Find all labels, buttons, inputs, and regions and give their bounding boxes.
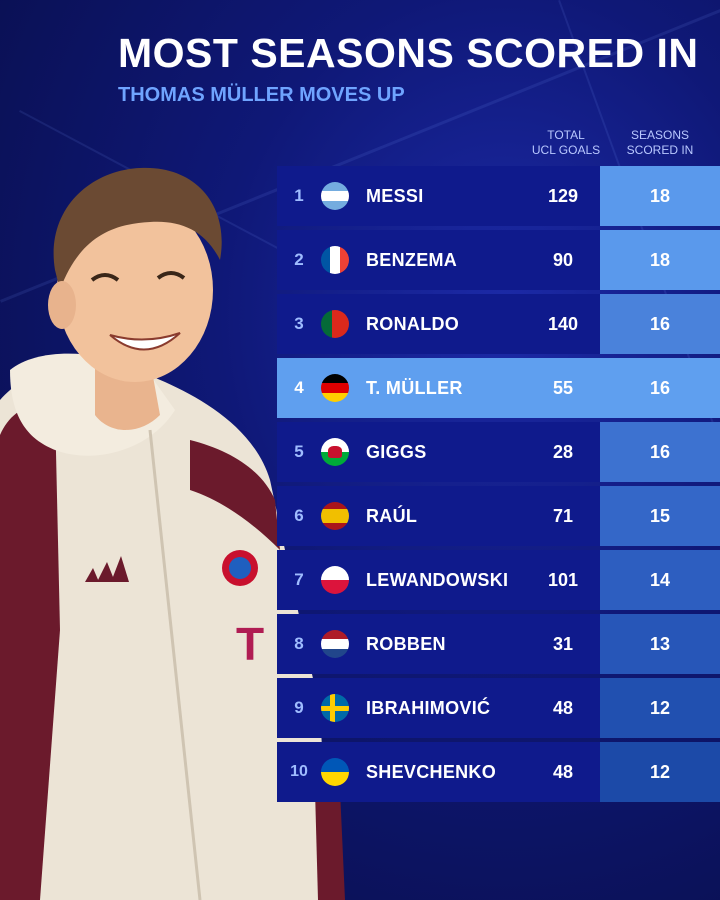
total-goals: 48 <box>552 697 574 718</box>
rank-number: 1 <box>294 186 304 205</box>
player-name: T. MÜLLER <box>366 377 463 398</box>
france-flag-icon <box>321 246 349 274</box>
spain-flag-icon <box>321 502 349 530</box>
row-main: 5 GIGGS <box>277 422 600 482</box>
rank-number: 8 <box>294 634 304 653</box>
row-main: 4 T. MÜLLER <box>277 358 600 418</box>
netherlands-flag-icon <box>321 630 349 658</box>
row-main: 7 LEWANDOWSKI <box>277 550 600 610</box>
rank-number: 6 <box>294 506 304 525</box>
table-row: 5 GIGGS 28 16 <box>277 422 720 482</box>
player-name: BENZEMA <box>366 249 458 270</box>
poland-flag-icon <box>321 566 349 594</box>
svg-text:T: T <box>236 618 264 670</box>
column-header-goals-line2: UCL GOALS <box>531 143 601 157</box>
seasons-count: 18 <box>600 166 720 226</box>
portugal-flag-icon <box>321 310 349 338</box>
total-goals: 48 <box>552 761 574 782</box>
total-goals: 55 <box>552 377 574 398</box>
leaderboard-table: 1 MESSI 129 18 2 BENZEMA 90 18 3 RONALDO… <box>277 166 720 806</box>
rank-number: 7 <box>294 570 304 589</box>
row-main: 8 ROBBEN <box>277 614 600 674</box>
total-goals: 28 <box>552 441 574 462</box>
table-row: 9 IBRAHIMOVIĆ 48 12 <box>277 678 720 738</box>
total-goals: 71 <box>552 505 574 526</box>
player-name: IBRAHIMOVIĆ <box>366 697 491 718</box>
table-row: 1 MESSI 129 18 <box>277 166 720 226</box>
player-name: ROBBEN <box>366 633 446 654</box>
seasons-count: 14 <box>600 550 720 610</box>
rank-number: 2 <box>294 250 304 269</box>
total-goals: 31 <box>552 633 574 654</box>
table-row: 10 SHEVCHENKO 48 12 <box>277 742 720 802</box>
rank-number: 3 <box>294 314 304 333</box>
column-header-seasons-line1: SEASONS <box>630 128 690 142</box>
table-row: 2 BENZEMA 90 18 <box>277 230 720 290</box>
column-header-goals: TOTAL UCL GOALS <box>524 128 608 158</box>
player-name: SHEVCHENKO <box>366 761 497 782</box>
total-goals: 101 <box>547 569 579 590</box>
rank-number: 9 <box>294 698 304 717</box>
seasons-count: 12 <box>600 742 720 802</box>
seasons-count: 16 <box>600 294 720 354</box>
row-main: 6 RAÚL <box>277 486 600 546</box>
seasons-count: 18 <box>600 230 720 290</box>
player-name: LEWANDOWSKI <box>366 569 509 590</box>
rank-number: 5 <box>294 442 304 461</box>
seasons-count: 16 <box>600 358 720 418</box>
argentina-flag-icon <box>321 182 349 210</box>
rank-number: 10 <box>290 763 308 780</box>
rank-number: 4 <box>294 378 304 397</box>
row-main: 2 BENZEMA <box>277 230 600 290</box>
page-subtitle: THOMAS MÜLLER MOVES UP <box>118 84 405 106</box>
seasons-count: 15 <box>600 486 720 546</box>
player-name: MESSI <box>366 185 424 206</box>
wales-flag-icon <box>321 438 349 466</box>
germany-flag-icon <box>321 374 349 402</box>
total-goals: 129 <box>547 185 579 206</box>
row-main: 10 SHEVCHENKO <box>277 742 600 802</box>
total-goals: 90 <box>552 249 574 270</box>
table-row: 8 ROBBEN 31 13 <box>277 614 720 674</box>
column-header-goals-line1: TOTAL <box>547 128 585 142</box>
player-name: RAÚL <box>366 505 418 526</box>
player-name: RONALDO <box>366 313 460 334</box>
table-row: 3 RONALDO 140 16 <box>277 294 720 354</box>
page-title: MOST SEASONS SCORED IN <box>118 30 699 76</box>
row-main: 9 IBRAHIMOVIĆ <box>277 678 600 738</box>
table-row: 6 RAÚL 71 15 <box>277 486 720 546</box>
seasons-count: 16 <box>600 422 720 482</box>
column-header-seasons-line2: SCORED IN <box>626 143 694 157</box>
seasons-count: 12 <box>600 678 720 738</box>
column-header-seasons: SEASONS SCORED IN <box>620 128 700 158</box>
seasons-count: 13 <box>600 614 720 674</box>
ukraine-flag-icon <box>321 758 349 786</box>
row-main: 1 MESSI <box>277 166 600 226</box>
sweden-flag-icon <box>321 694 349 722</box>
row-main: 3 RONALDO <box>277 294 600 354</box>
total-goals: 140 <box>547 313 579 334</box>
player-photo: T <box>0 167 345 900</box>
player-name: GIGGS <box>366 441 427 462</box>
table-row-highlighted: 4 T. MÜLLER 55 16 <box>277 358 720 418</box>
table-row: 7 LEWANDOWSKI 101 14 <box>277 550 720 610</box>
